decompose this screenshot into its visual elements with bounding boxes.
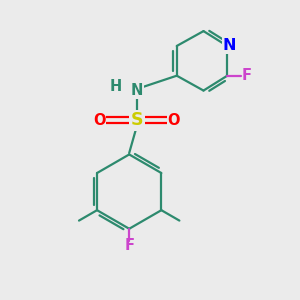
Text: H: H	[110, 79, 122, 94]
Text: O: O	[167, 113, 180, 128]
Text: S: S	[130, 111, 143, 129]
Text: N: N	[223, 38, 236, 53]
Text: F: F	[124, 238, 134, 253]
Text: F: F	[242, 68, 252, 83]
Text: N: N	[130, 83, 143, 98]
Text: O: O	[93, 113, 106, 128]
